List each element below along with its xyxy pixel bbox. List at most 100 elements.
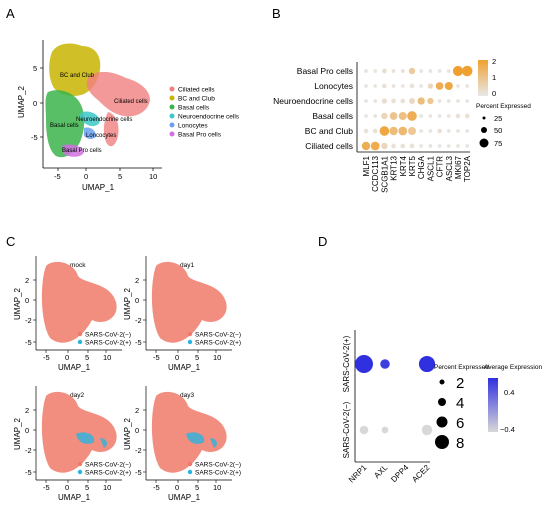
panel-b-gene-label: KRT13 [390, 155, 399, 180]
panel-b-color-bar [478, 60, 488, 96]
panel-d-size-label-2: 6 [456, 415, 464, 432]
panel-b-dot [373, 99, 378, 103]
panel-d-dot [380, 359, 390, 369]
panel-c-subplot-title: day1 [180, 262, 194, 269]
panel-b-row-label: Basal cells [312, 111, 353, 121]
panel-c-positive-cells [210, 438, 217, 448]
panel-a-legend-swatch-1 [169, 95, 175, 101]
panel-b-dot [446, 129, 451, 133]
panel-b-dots [361, 65, 473, 151]
panel-b-row-label: Neuroendocrine cells [273, 96, 353, 106]
panel-b-dot [465, 144, 470, 148]
panel-c-positive-cells [76, 432, 95, 444]
panel-b-gene-label: ASCL1 [426, 155, 435, 181]
panel-b-dot [409, 83, 415, 89]
panel-b-dot [407, 111, 417, 121]
panel-a-ytick-0: 5 [33, 64, 37, 73]
panel-b-dot [370, 141, 380, 151]
panel-b-size-dot-2 [479, 138, 489, 148]
panel-c-ytick: 0 [25, 426, 29, 435]
panel-d-size-dot-0 [439, 379, 445, 385]
panel-b-dot [444, 81, 453, 91]
panel-b-dot [465, 99, 470, 103]
panel-b-dot [419, 129, 424, 133]
panel-b-dot [455, 113, 461, 119]
panel-a-cluster-label-4: Loncocytes [86, 133, 116, 139]
panel-c-ytick: -2 [135, 316, 142, 325]
panel-c-xtick: 5 [85, 353, 89, 362]
panel-d-color-legend-title: Average Expression [484, 364, 542, 371]
panel-b-dot [389, 112, 398, 120]
panel-b-gene-label: CCDC113 [371, 155, 380, 191]
panel-b-row-label: Basal Pro cells [297, 66, 353, 76]
panel-b-size-label-1: 50 [494, 126, 502, 135]
panel-b-dot [428, 114, 433, 118]
panel-b-dot [391, 143, 396, 149]
panel-b-size-legend-title: Percent Expressed [476, 103, 531, 110]
panel-b-dot [373, 69, 378, 73]
panel-b-dot [452, 65, 464, 77]
panel-b-dot [400, 84, 405, 88]
panel-a-legend-label-5: Basal Pro cells [178, 132, 222, 139]
panel-c-subplot: day2 -5 0 5 10 2 0 -2 -5 UMAP_1 UMAP_2 SARS-CoV-2(−… [13, 386, 131, 502]
panel-b-dot [419, 69, 424, 73]
panel-a-xtick-0: -5 [54, 172, 61, 181]
panel-b-dot [398, 126, 408, 136]
panel-a-cluster-label-1: Ciliated cells [114, 99, 148, 105]
panel-c-ytick: 2 [25, 406, 29, 415]
panel-b-dot [381, 112, 388, 120]
panel-b-dot [461, 65, 473, 77]
panel-b-dot [400, 98, 406, 104]
panel-b-gene-label: CHGA [417, 155, 426, 179]
panel-d-dots [355, 355, 436, 436]
panel-c-subplot: day1 -5 0 5 10 2 0 -2 -5 UMAP_1 UMAP_2 SARS-CoV-2(−… [123, 256, 241, 372]
panel-b-dot [408, 67, 416, 75]
panel-b-dot [419, 114, 424, 118]
panel-c-xtick: 10 [213, 483, 221, 492]
panel-c-xlabel: UMAP_1 [168, 493, 201, 502]
panel-b-size-dot-0 [482, 116, 486, 120]
panel-c-ytick: -5 [25, 338, 32, 347]
cluster-basal [45, 90, 85, 158]
panel-b-dot [427, 97, 434, 105]
panel-b-dot [398, 111, 407, 121]
panel-b-dot [456, 84, 460, 88]
cluster-ciliated [86, 71, 150, 117]
panel-b-dot [464, 113, 470, 119]
panel-a-legend-label-0: Ciliated cells [178, 87, 215, 94]
panel-b-gene-label: KRT4 [399, 155, 408, 176]
cluster-neuroendocrine [79, 111, 100, 127]
panel-d-gene-label: AXL [372, 463, 389, 480]
panel-b-gene-label: SCGB1A1 [380, 155, 389, 192]
cluster-basal-pro [62, 144, 84, 157]
panel-b-dot [364, 114, 368, 118]
panel-b-gene-label: TOP2A [463, 155, 472, 182]
panel-a-legend-label-1: BC and Club [178, 96, 215, 103]
panel-b-row-label: BC and Club [305, 126, 353, 136]
panel-b-dot [428, 129, 433, 133]
panel-c-xtick: 5 [195, 483, 199, 492]
panel-c-umaps: mock -5 0 5 10 2 0 -2 -5 UMAP_1 UMAP_2 SARS-CoV-2(−… [13, 256, 241, 502]
panel-d-dot [421, 424, 433, 436]
panel-b-dot [373, 114, 378, 118]
panel-b-dot [409, 143, 415, 149]
panel-d-size-legend-title: Percent Expressed [434, 364, 489, 371]
panel-d-color-tick-2: −0.4 [500, 425, 515, 434]
panel-b-dot [437, 114, 442, 118]
panel-b-dot [363, 128, 369, 134]
panel-d-row-labels: SARS-CoV-2(+) SARS-CoV-2(−) [342, 335, 351, 458]
panel-a-xtick-2: 5 [118, 172, 122, 181]
panel-a-umap: -5 0 5 10 5 0 -5 UMAP_1 UMAP_2 BC and Cl… [17, 40, 240, 192]
panel-c-legend-label: SARS-CoV-2(−) [195, 332, 241, 339]
panel-a-ticks [40, 67, 154, 171]
panel-c-xtick: 10 [103, 483, 111, 492]
panel-b-dot [465, 129, 470, 133]
panel-c-xtick: -5 [153, 483, 160, 492]
panel-b-dot [391, 84, 396, 88]
panel-c-legend-label: SARS-CoV-2(−) [85, 462, 131, 469]
panel-b-gene-labels: MLF1 CCDC113 SCGB1A1 KRT13 KRT4 KRT5 CHGA ASCL1… [362, 155, 472, 193]
panel-letter-b: B [272, 6, 281, 21]
panel-c-xtick: 0 [175, 353, 179, 362]
panel-c-legend-label: SARS-CoV-2(+) [195, 470, 241, 477]
panel-c-legend-swatch [187, 331, 193, 337]
